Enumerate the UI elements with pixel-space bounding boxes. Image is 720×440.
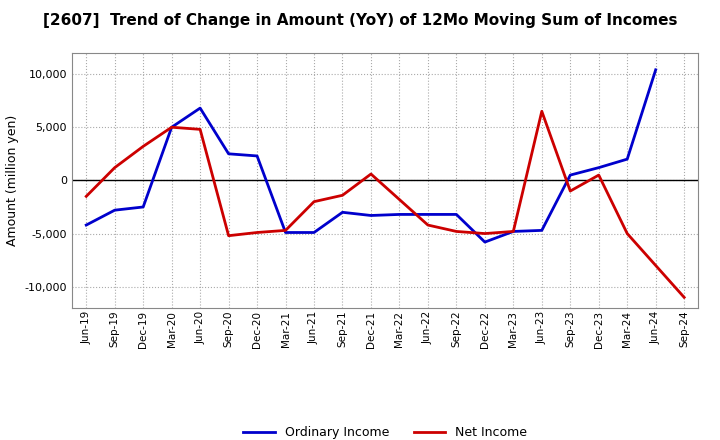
Ordinary Income xyxy=(366,213,375,218)
Net Income xyxy=(82,194,91,199)
Ordinary Income xyxy=(423,212,432,217)
Ordinary Income xyxy=(623,157,631,162)
Ordinary Income xyxy=(566,172,575,178)
Ordinary Income xyxy=(282,230,290,235)
Ordinary Income xyxy=(537,228,546,233)
Net Income xyxy=(623,231,631,236)
Ordinary Income xyxy=(480,239,489,245)
Net Income xyxy=(196,127,204,132)
Net Income xyxy=(167,125,176,130)
Ordinary Income xyxy=(110,208,119,213)
Text: [2607]  Trend of Change in Amount (YoY) of 12Mo Moving Sum of Incomes: [2607] Trend of Change in Amount (YoY) o… xyxy=(42,13,678,28)
Net Income xyxy=(537,109,546,114)
Line: Ordinary Income: Ordinary Income xyxy=(86,70,656,242)
Ordinary Income xyxy=(338,210,347,215)
Ordinary Income xyxy=(139,204,148,209)
Ordinary Income xyxy=(452,212,461,217)
Legend: Ordinary Income, Net Income: Ordinary Income, Net Income xyxy=(238,422,532,440)
Net Income xyxy=(680,295,688,300)
Net Income xyxy=(395,197,404,202)
Ordinary Income xyxy=(310,230,318,235)
Net Income xyxy=(310,199,318,204)
Ordinary Income xyxy=(652,67,660,73)
Net Income xyxy=(480,231,489,236)
Net Income xyxy=(566,188,575,194)
Ordinary Income xyxy=(595,165,603,170)
Net Income xyxy=(366,171,375,176)
Line: Net Income: Net Income xyxy=(86,111,684,297)
Net Income xyxy=(225,233,233,238)
Ordinary Income xyxy=(395,212,404,217)
Net Income xyxy=(282,228,290,233)
Ordinary Income xyxy=(253,153,261,158)
Net Income xyxy=(452,229,461,234)
Net Income xyxy=(110,165,119,170)
Net Income xyxy=(253,230,261,235)
Ordinary Income xyxy=(82,222,91,228)
Ordinary Income xyxy=(196,106,204,111)
Ordinary Income xyxy=(509,229,518,234)
Y-axis label: Amount (million yen): Amount (million yen) xyxy=(6,115,19,246)
Net Income xyxy=(509,229,518,234)
Net Income xyxy=(139,144,148,149)
Ordinary Income xyxy=(167,125,176,130)
Net Income xyxy=(338,193,347,198)
Net Income xyxy=(423,222,432,228)
Net Income xyxy=(595,172,603,178)
Ordinary Income xyxy=(225,151,233,157)
